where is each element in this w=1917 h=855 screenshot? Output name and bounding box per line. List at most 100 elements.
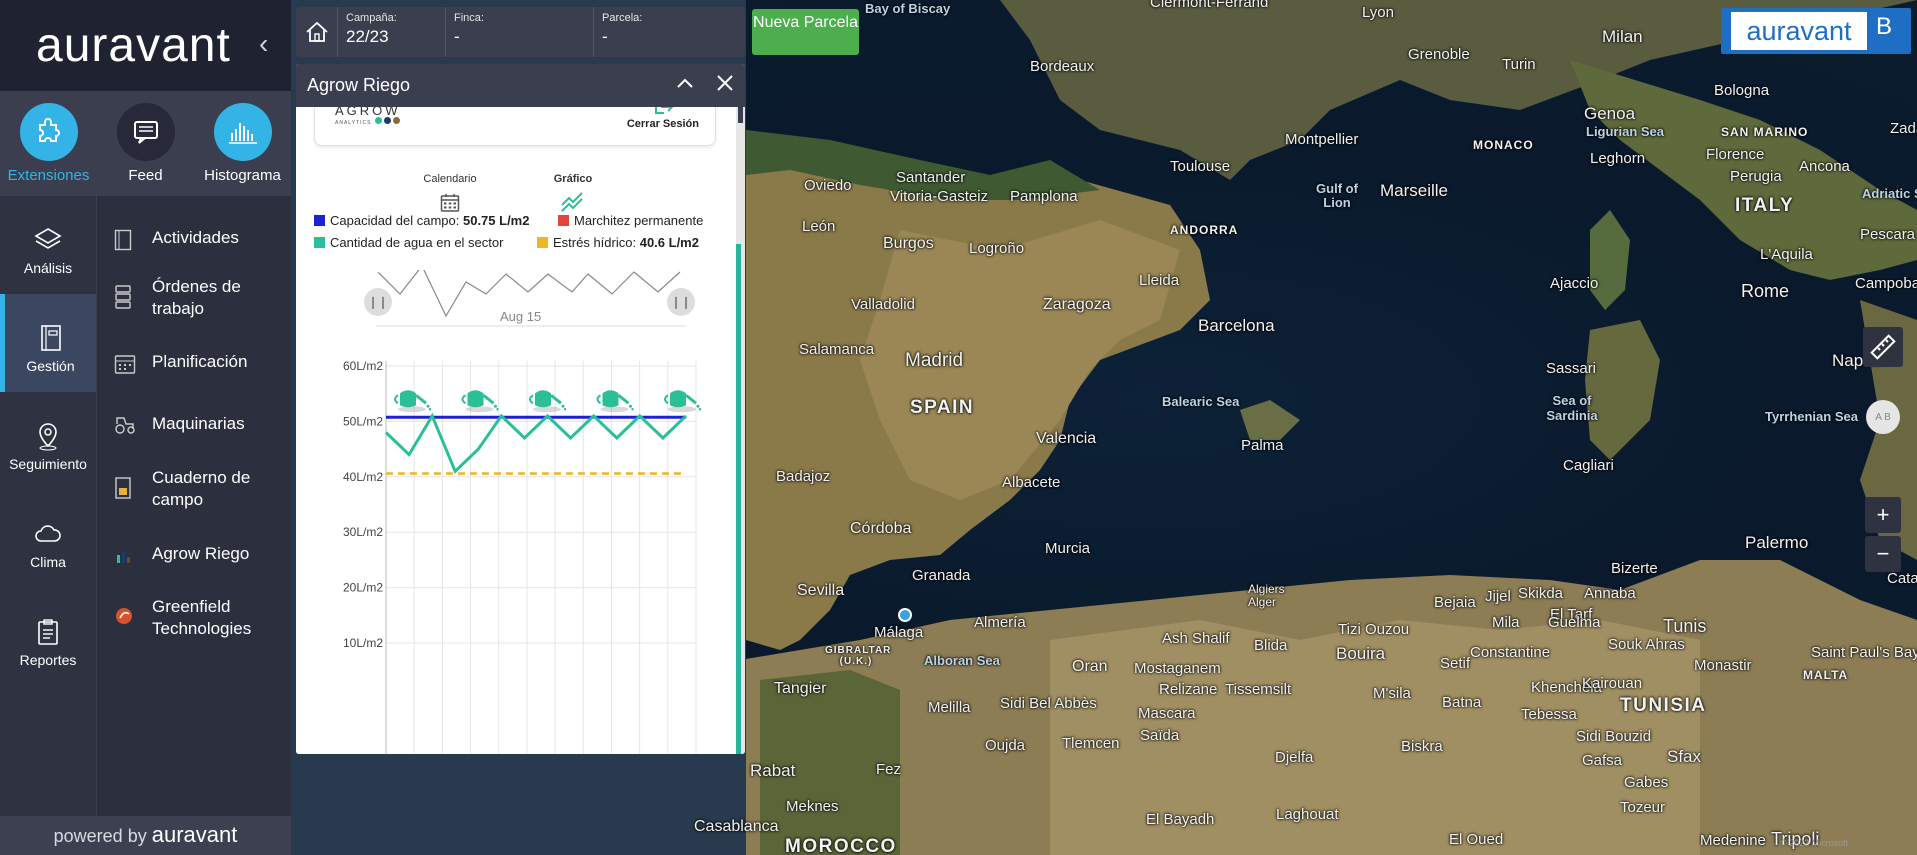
agrow-header-card: AGROW ANALYTICS Cerrar Sesión	[314, 107, 716, 146]
field-book-icon	[114, 477, 134, 499]
menu-clima[interactable]: Clima	[0, 490, 96, 588]
map-label-city: Granada	[912, 567, 971, 584]
chevron-left-icon[interactable]: ‹	[259, 28, 269, 59]
layers-icon	[0, 224, 96, 256]
menu-analisis[interactable]: Análisis	[0, 196, 96, 294]
watering-can-icon[interactable]	[664, 390, 702, 413]
watering-can-icon[interactable]	[394, 390, 432, 413]
map-label-country: SPAIN	[910, 397, 975, 418]
map-label-city: Rabat	[750, 761, 796, 780]
nav-label: Extensiones	[7, 167, 90, 184]
nav-feed[interactable]: Feed	[97, 91, 194, 196]
map-label-city: Zadar	[1890, 120, 1917, 137]
watering-can-icon[interactable]	[529, 390, 567, 413]
chevron-up-icon[interactable]	[675, 73, 695, 98]
field-label: Parcela:	[602, 12, 643, 24]
y-tick-label: 50L/m2	[343, 414, 383, 428]
submenu-greenfield[interactable]: Greenfield Technologies	[98, 596, 291, 640]
tab-calendario[interactable]: Calendario	[400, 173, 500, 216]
map-label-city: Burgos	[883, 235, 934, 252]
tractor-icon	[114, 415, 135, 437]
y-tick-label: 30L/m2	[343, 525, 383, 539]
watering-can-icon[interactable]	[596, 390, 634, 413]
map-label-city: Marseille	[1380, 181, 1449, 200]
home-icon[interactable]	[296, 7, 338, 57]
map-label-city: Palma	[1241, 437, 1284, 454]
map-label-city: Blida	[1254, 637, 1288, 654]
parcela-selector[interactable]: Parcela: -	[594, 7, 744, 57]
brush-handle-right[interactable]: ❙❙	[667, 288, 695, 316]
submenu-agrow-riego[interactable]: Agrow Riego	[98, 543, 291, 567]
map-label-city: Sevilla	[797, 582, 845, 599]
map-label-city: Mostaganem	[1134, 660, 1221, 677]
submenu-label: Cuaderno de campo	[152, 468, 251, 509]
map-label-sea: Tyrrhenian Sea	[1765, 409, 1858, 424]
submenu-label: Órdenes de trabajo	[152, 277, 241, 318]
location-marker[interactable]	[898, 608, 912, 622]
logout-icon	[654, 107, 674, 114]
map-label-sea: Adriatic Sea	[1862, 186, 1917, 201]
ab-compare-icon[interactable]: A B	[1863, 397, 1903, 437]
finca-selector[interactable]: Finca: -	[446, 7, 594, 57]
submenu: Actividades Órdenes de trabajo Planifica…	[98, 196, 291, 816]
map-label-city: Biskra	[1401, 738, 1443, 755]
histogram-icon	[213, 103, 272, 161]
map-label-country: ITALY	[1735, 195, 1795, 216]
scrollbar-thumb[interactable]	[738, 107, 743, 123]
menu-label: Seguimiento	[9, 456, 87, 472]
map-label-city: Laghouat	[1276, 806, 1339, 823]
submenu-actividades[interactable]: Actividades	[98, 227, 291, 251]
watering-can-icon[interactable]	[461, 390, 499, 413]
submenu-maquinarias[interactable]: Maquinarias	[98, 413, 291, 437]
map-label-region: ANDORRA	[1170, 223, 1239, 237]
main-menu: Análisis Gestión Seguimiento Clima Repor…	[0, 196, 97, 816]
tab-grafico[interactable]: Gráfico	[523, 173, 623, 216]
nueva-parcela-button[interactable]: Nueva Parcela	[752, 9, 859, 55]
map-label-city: Bouira	[1336, 644, 1386, 663]
submenu-label: Maquinarias	[152, 414, 245, 433]
zoom-out-button[interactable]: −	[1865, 536, 1901, 572]
map-label-city: Vitoria-Gasteiz	[890, 188, 989, 205]
nav-histograma[interactable]: Histograma	[194, 91, 291, 196]
logout-label: Cerrar Sesión	[626, 118, 699, 130]
nav-label: Feed	[128, 167, 163, 184]
map-label-city: Florence	[1706, 146, 1765, 163]
map-label-city: Turin	[1502, 56, 1536, 73]
submenu-label: Actividades	[152, 228, 239, 247]
logout-button[interactable]: Cerrar Sesión	[627, 107, 699, 130]
menu-label: Análisis	[23, 260, 73, 276]
map-label-city: Melilla	[928, 699, 971, 716]
powered-by: powered by auravant	[0, 816, 291, 855]
panel-header: Agrow Riego	[296, 64, 745, 107]
close-icon[interactable]	[715, 73, 735, 98]
submenu-ordenes[interactable]: Órdenes de trabajo	[98, 276, 291, 320]
agrow-logo-sub: ANALYTICS	[335, 120, 372, 126]
brush-preview-line	[376, 264, 686, 327]
map-label-city: Santander	[896, 169, 966, 186]
map-label-region: SAN MARINO	[1721, 125, 1809, 139]
map-label-city: Madrid	[905, 350, 964, 371]
map-label-city: Gafsa	[1582, 752, 1623, 769]
submenu-label: Greenfield Technologies	[152, 597, 252, 638]
map-label-city: Guelma	[1548, 614, 1601, 631]
map-label-city: Sidi Bel Abbès	[1000, 695, 1097, 712]
sidebar: auravant ‹ Extensiones Feed Histograma A…	[0, 0, 291, 855]
campana-selector[interactable]: Campaña: 22/23	[338, 7, 446, 57]
menu-seguimiento[interactable]: Seguimiento	[0, 392, 96, 490]
map-label-city: Ajaccio	[1550, 275, 1599, 292]
account-badge[interactable]: auravant B	[1721, 8, 1911, 54]
submenu-planificacion[interactable]: Planificación	[98, 351, 291, 375]
submenu-cuaderno[interactable]: Cuaderno de campo	[98, 467, 291, 511]
map-label-city: Cagliari	[1563, 457, 1614, 474]
menu-reportes[interactable]: Reportes	[0, 588, 96, 686]
brush-handle-left[interactable]: ❙❙	[364, 288, 392, 316]
map-label-city: Tangier	[774, 680, 827, 697]
nav-extensiones[interactable]: Extensiones	[0, 91, 97, 196]
map-label-sea: Bay of Biscay	[865, 1, 951, 16]
legend-wilting: Marchitez permanente	[558, 213, 703, 228]
chart-brush[interactable]: ❙❙ ❙❙ Aug 15	[364, 264, 695, 328]
ruler-icon[interactable]	[1863, 327, 1903, 367]
menu-gestion[interactable]: Gestión	[0, 294, 96, 392]
map-label-country: TUNISIA	[1620, 695, 1707, 716]
zoom-in-button[interactable]: +	[1865, 497, 1901, 533]
